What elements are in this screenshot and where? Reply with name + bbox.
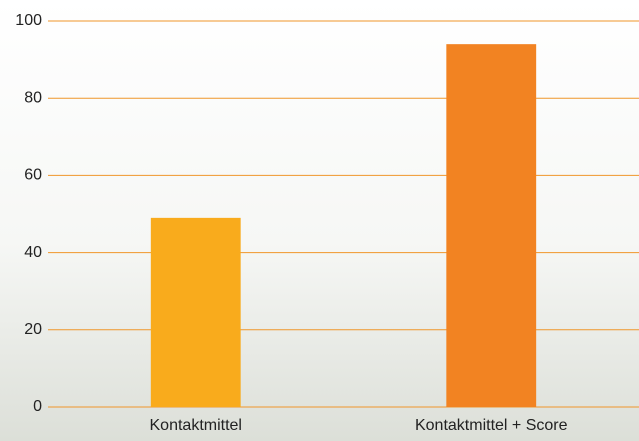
page: 0 20 40 60 80 100 Kontaktmittel Kontaktmittel +… bbox=[0, 0, 639, 441]
y-tick-label: 0 bbox=[33, 398, 42, 415]
x-tick-label: Kontaktmittel bbox=[150, 417, 242, 434]
bar bbox=[446, 44, 536, 407]
y-tick-label: 100 bbox=[15, 12, 42, 29]
bar bbox=[151, 218, 241, 407]
y-tick-label: 80 bbox=[24, 89, 42, 106]
y-tick-label: 40 bbox=[24, 244, 42, 261]
x-tick-label: Kontaktmittel + Score bbox=[415, 417, 568, 434]
y-tick-label: 20 bbox=[24, 321, 42, 338]
background bbox=[0, 0, 639, 441]
chart: 0 20 40 60 80 100 Kontaktmittel Kontaktmittel +… bbox=[0, 0, 639, 441]
y-tick-label: 60 bbox=[24, 167, 42, 184]
